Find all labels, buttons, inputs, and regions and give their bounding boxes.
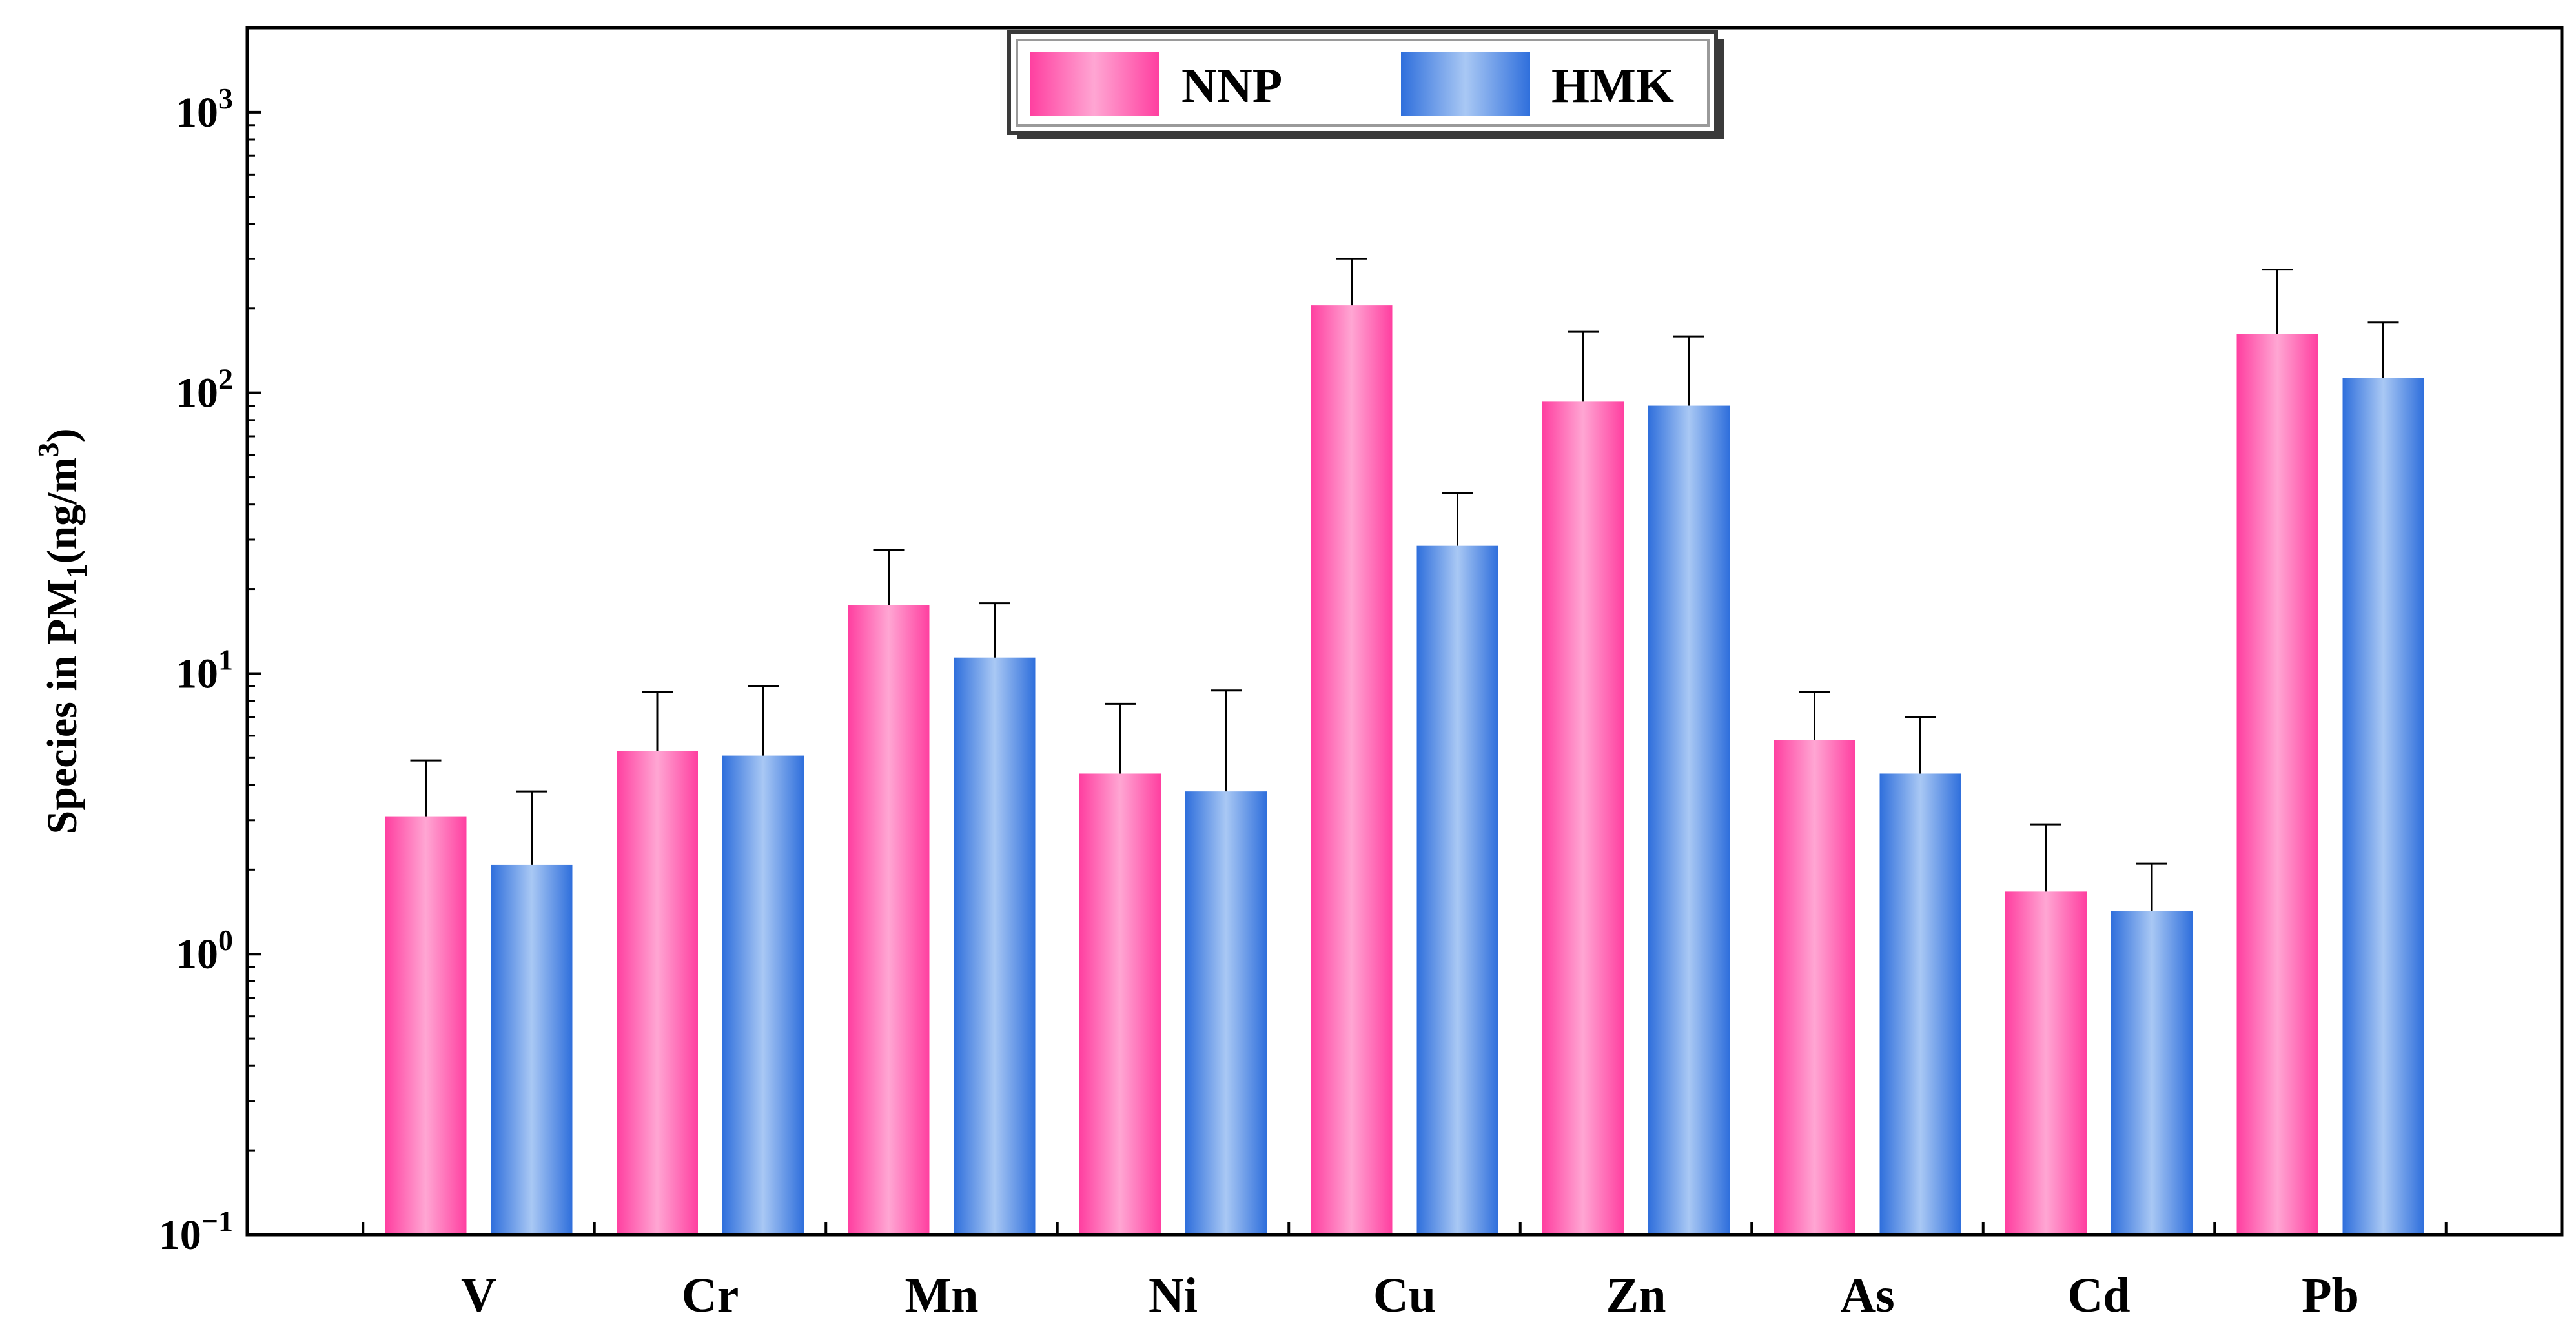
bar-hmk-cu: [1416, 545, 1498, 1235]
bar-nnp-as: [1774, 740, 1855, 1235]
bar-nnp-zn: [1542, 401, 1624, 1235]
error-bars-layer: [410, 258, 2399, 912]
bar-hmk-as: [1879, 773, 1961, 1235]
y-axis: 10−1 100 101 102 103: [159, 26, 261, 1259]
plot-frame: [245, 26, 2564, 1237]
bar-hmk-ni: [1185, 791, 1267, 1235]
x-axis: V Cr Mn Ni Cu Zn As Cd Pb: [362, 1222, 2448, 1323]
bar-nnp-pb: [2236, 334, 2318, 1235]
bar-nnp-v: [385, 816, 467, 1235]
y-axis-label: Species in PM1(ng/m3): [32, 429, 93, 835]
bar-nnp-cr: [617, 751, 698, 1235]
y-tick-label: 102: [176, 363, 233, 417]
x-tick-label-pb: Pb: [2302, 1268, 2359, 1323]
x-tick-label-zn: Zn: [1606, 1268, 1666, 1323]
bar-nnp-ni: [1079, 773, 1161, 1235]
bar-hmk-pb: [2342, 378, 2424, 1235]
bar-nnp-cd: [2005, 891, 2087, 1235]
legend-swatch-hmk: [1401, 52, 1530, 116]
legend-swatch-nnp: [1030, 52, 1159, 116]
x-tick-label-cr: Cr: [682, 1268, 739, 1323]
x-tick-label-cu: Cu: [1373, 1268, 1436, 1323]
legend: NNP HMK: [1007, 30, 1724, 139]
bars-layer: [385, 305, 2424, 1235]
legend-label-hmk: HMK: [1551, 59, 1674, 113]
bar-nnp-mn: [848, 605, 930, 1235]
bar-hmk-zn: [1648, 405, 1730, 1235]
x-tick-label-as: As: [1840, 1268, 1894, 1323]
x-tick-label-mn: Mn: [905, 1268, 979, 1323]
y-tick-label: 103: [176, 82, 233, 136]
bar-hmk-cd: [2111, 911, 2193, 1235]
bar-hmk-mn: [954, 657, 1036, 1235]
x-tick-label-cd: Cd: [2067, 1268, 2130, 1323]
y-tick-label: 101: [176, 643, 233, 697]
x-tick-label-v: V: [461, 1268, 496, 1323]
legend-inner-border: [1016, 39, 1710, 127]
y-tick-label: 10−1: [159, 1204, 233, 1259]
y-tick-label: 100: [176, 924, 233, 978]
legend-label-nnp: NNP: [1181, 59, 1282, 113]
x-tick-label-ni: Ni: [1149, 1268, 1198, 1323]
bar-nnp-cu: [1311, 305, 1393, 1235]
bar-hmk-v: [491, 864, 573, 1235]
bar-hmk-cr: [722, 755, 804, 1235]
